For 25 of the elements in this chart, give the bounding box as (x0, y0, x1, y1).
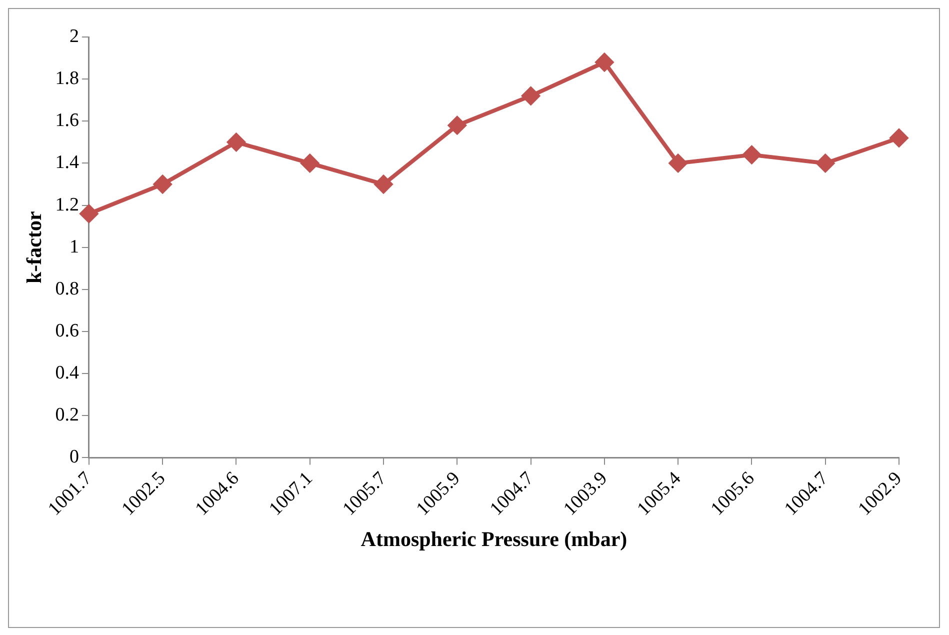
y-tick-label: 1.4 (55, 152, 80, 174)
y-tick-label: 0.6 (55, 320, 79, 342)
point (890, 128, 908, 147)
y-tick-label: 2 (69, 26, 79, 47)
y-tick-label: 1.8 (55, 68, 79, 90)
point (448, 116, 466, 134)
point (742, 146, 761, 164)
point (374, 175, 393, 194)
point (816, 154, 834, 172)
point (595, 53, 614, 72)
point (669, 154, 688, 172)
point (80, 204, 98, 223)
y-tick-label: 0.2 (55, 404, 79, 426)
y-tick-label: 1.6 (55, 110, 79, 132)
y-tick-label: 0.4 (55, 362, 80, 384)
y-tick-label: 0 (69, 446, 79, 468)
point (300, 154, 319, 172)
y-tick-label: 1.2 (55, 194, 79, 216)
point (227, 133, 246, 152)
y-tick-label: 0.8 (55, 278, 79, 300)
point (522, 86, 540, 105)
y-tick-label: 1 (69, 236, 79, 258)
x-axis-title: Atmospheric Pressure (mbar) (360, 526, 628, 551)
y-axis-title: k-factor (22, 211, 46, 284)
point (154, 175, 172, 194)
